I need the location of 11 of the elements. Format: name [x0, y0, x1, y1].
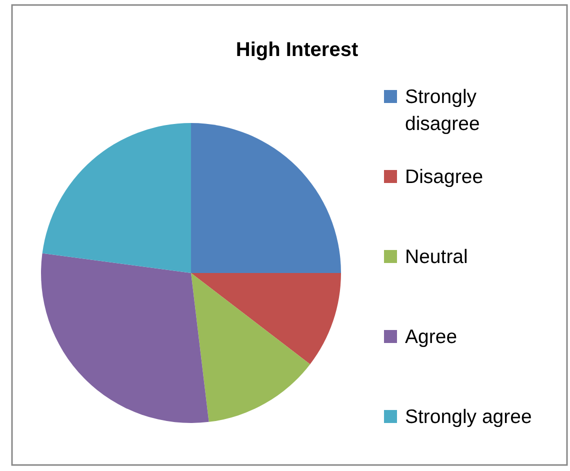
legend-label: Neutral [405, 246, 468, 268]
pie-slice [42, 123, 191, 273]
pie-slice [191, 123, 341, 273]
pie-slice [41, 253, 209, 423]
pie-slice [191, 273, 310, 422]
pie-slice [191, 273, 341, 364]
chart-title: High Interest [236, 39, 358, 61]
legend-label: Strongly agree [405, 406, 532, 428]
legend-label: Strongly disagree [405, 86, 480, 135]
legend-label: Agree [405, 326, 458, 348]
legend-label: Disagree [405, 166, 484, 188]
